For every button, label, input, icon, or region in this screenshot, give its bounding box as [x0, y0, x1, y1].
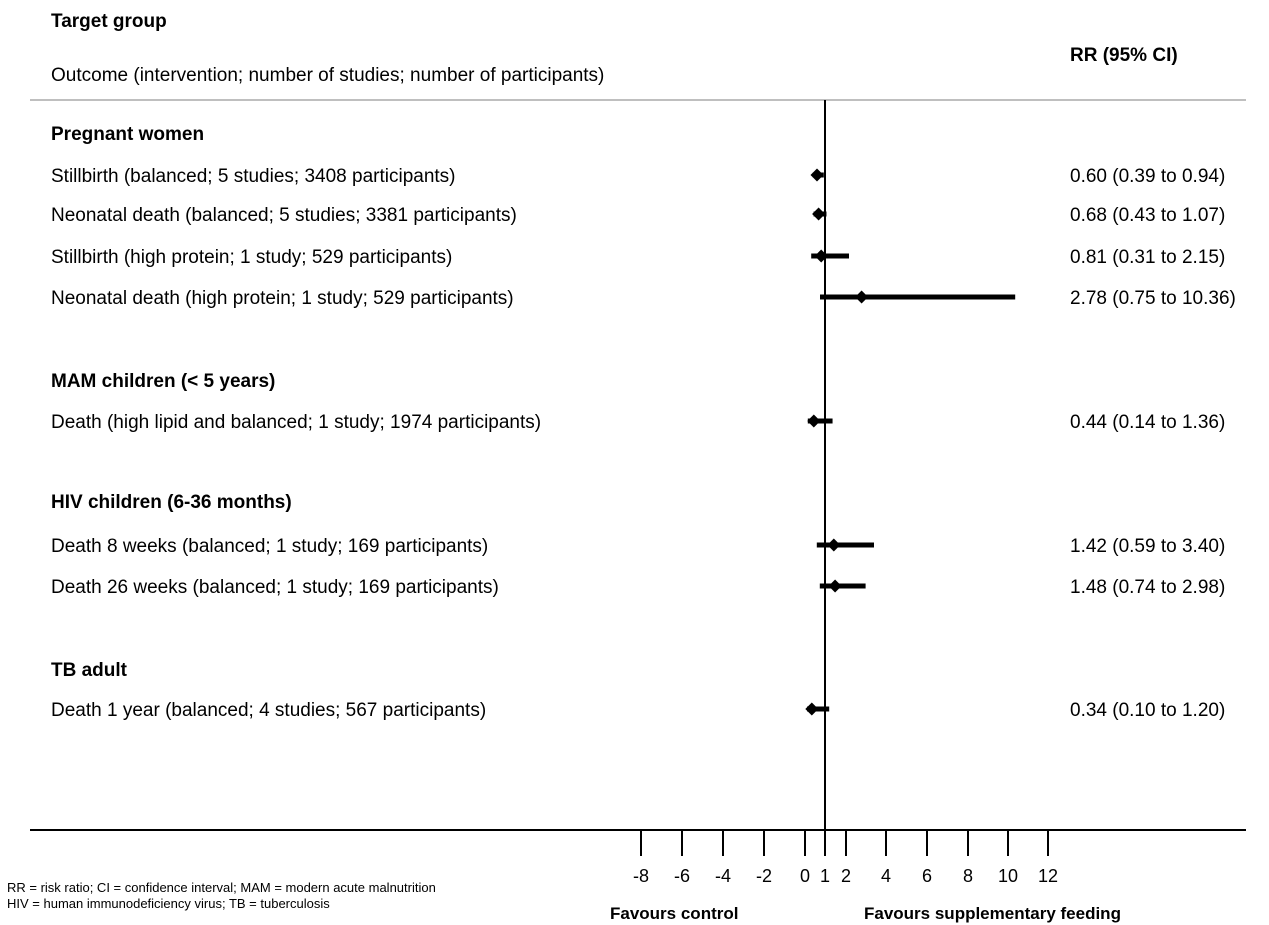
point-estimate-marker	[812, 207, 826, 221]
point-estimate-marker	[814, 249, 828, 263]
point-estimate-marker	[807, 414, 821, 428]
favours-control-label: Favours control	[610, 904, 739, 923]
footnote-line-1: RR = risk ratio; CI = confidence interva…	[7, 880, 436, 895]
footnote-line-2: HIV = human immunodeficiency virus; TB =…	[7, 896, 330, 911]
group-heading: MAM children (< 5 years)	[51, 371, 275, 392]
target-group-header: Target group	[51, 11, 167, 32]
x-tick-label: 4	[881, 866, 891, 886]
x-tick-label: -6	[674, 866, 690, 886]
rr-ci-value: 0.34 (0.10 to 1.20)	[1070, 700, 1225, 721]
outcome-label: Stillbirth (high protein; 1 study; 529 p…	[51, 247, 452, 268]
x-tick-label: 8	[963, 866, 973, 886]
x-tick-label: -4	[715, 866, 731, 886]
rr-ci-value: 1.48 (0.74 to 2.98)	[1070, 577, 1225, 598]
footnote: RR = risk ratio; CI = confidence interva…	[7, 880, 436, 912]
outcome-label: Death 26 weeks (balanced; 1 study; 169 p…	[51, 577, 499, 598]
point-estimate-marker	[855, 290, 869, 304]
point-estimate-marker	[828, 579, 842, 593]
outcome-label: Death 8 weeks (balanced; 1 study; 169 pa…	[51, 536, 488, 557]
rr-ci-value: 1.42 (0.59 to 3.40)	[1070, 536, 1225, 557]
rr-ci-value: 2.78 (0.75 to 10.36)	[1070, 288, 1236, 309]
outcome-label: Death (high lipid and balanced; 1 study;…	[51, 412, 541, 433]
outcome-label: Death 1 year (balanced; 4 studies; 567 p…	[51, 700, 486, 721]
x-tick-label: 12	[1038, 866, 1058, 886]
group-heading: TB adult	[51, 660, 128, 681]
x-tick-label: 10	[998, 866, 1018, 886]
x-tick-label: 0	[800, 866, 810, 886]
outcome-label: Neonatal death (balanced; 5 studies; 338…	[51, 205, 517, 226]
x-tick-label: -8	[633, 866, 649, 886]
x-tick-label: 2	[841, 866, 851, 886]
rr-ci-value: 0.81 (0.31 to 2.15)	[1070, 247, 1225, 268]
point-estimate-marker	[805, 702, 819, 716]
x-tick-label: 1	[820, 866, 830, 886]
outcome-label: Neonatal death (high protein; 1 study; 5…	[51, 288, 514, 309]
rr-ci-header: RR (95% CI)	[1070, 45, 1178, 66]
outcome-header: Outcome (intervention; number of studies…	[51, 65, 605, 86]
x-tick-label: 6	[922, 866, 932, 886]
rr-ci-value: 0.44 (0.14 to 1.36)	[1070, 412, 1225, 433]
outcome-label: Stillbirth (balanced; 5 studies; 3408 pa…	[51, 166, 456, 187]
favours-supplementary-label: Favours supplementary feeding	[864, 904, 1121, 923]
rr-ci-value: 0.60 (0.39 to 0.94)	[1070, 166, 1225, 187]
group-heading: Pregnant women	[51, 124, 204, 145]
rr-ci-value: 0.68 (0.43 to 1.07)	[1070, 205, 1225, 226]
group-heading: HIV children (6-36 months)	[51, 492, 292, 513]
x-tick-label: -2	[756, 866, 772, 886]
point-estimate-marker	[810, 168, 824, 182]
point-estimate-marker	[827, 538, 841, 552]
